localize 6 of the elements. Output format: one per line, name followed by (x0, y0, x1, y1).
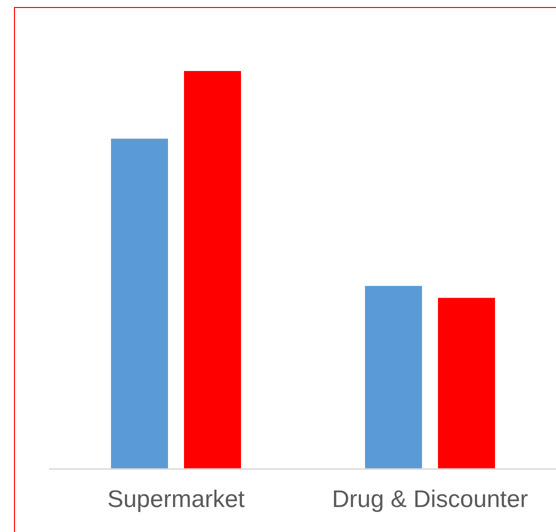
bar (184, 71, 241, 469)
x-tick-label: Drug & Discounter (332, 486, 528, 513)
x-tick-label: Supermarket (107, 486, 246, 513)
bar (111, 138, 168, 469)
bar (365, 286, 422, 469)
bar (438, 298, 495, 469)
